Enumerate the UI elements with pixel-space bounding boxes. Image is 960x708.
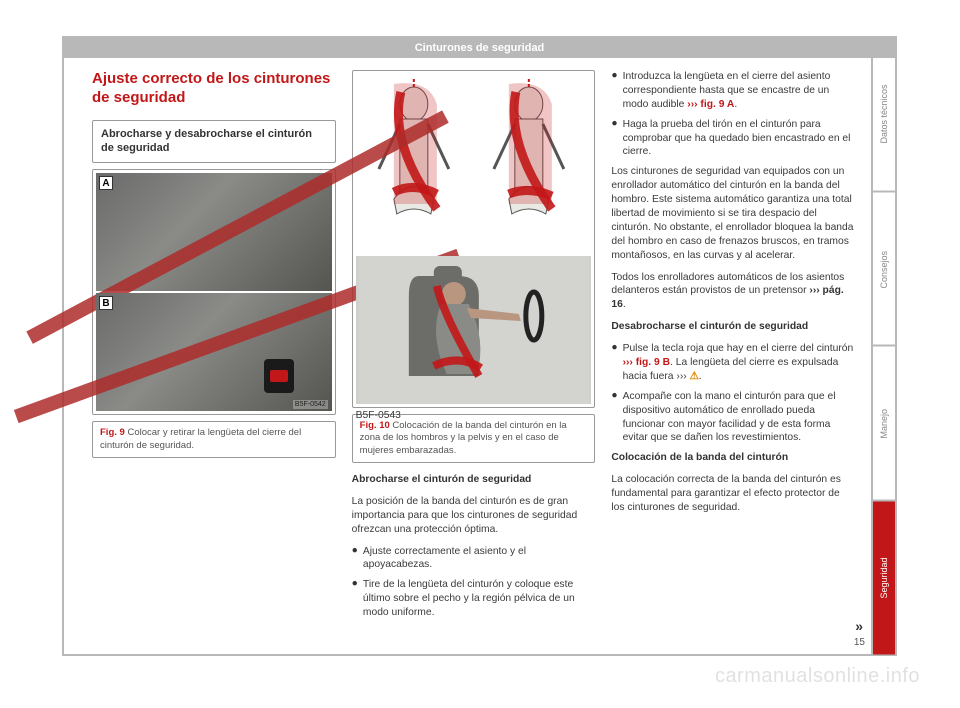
- side-tabs: Datos técnicos Consejos Manejo Seguridad: [871, 38, 895, 654]
- bullet-dot: ●: [352, 578, 358, 620]
- cross-ref-fig9a: ››› fig. 9 A: [687, 99, 734, 110]
- paragraph-pretensor: Todos los enrolladores automáticos de lo…: [611, 271, 855, 313]
- figure-10: B5F-0543: [352, 70, 596, 408]
- buckle-icon: [264, 359, 294, 393]
- figure-10-caption-text: Colocación de la banda del cinturón en l…: [360, 420, 567, 456]
- bullet-text: Acompañe con la mano el cinturón para qu…: [623, 390, 855, 446]
- column-3: ● Introduzca la lengüeta en el cierre de…: [611, 70, 881, 644]
- column-2: B5F-0543 Fig. 10 Colocación de la banda …: [352, 70, 596, 644]
- figure-9a-image: A: [96, 173, 332, 291]
- side-tab-consejos[interactable]: Consejos: [873, 191, 895, 346]
- side-tab-seguridad[interactable]: Seguridad: [873, 500, 895, 655]
- figure-9-ref: Fig. 9: [100, 427, 125, 438]
- continuation-mark: »: [855, 618, 863, 634]
- bullet-dot: ●: [352, 545, 358, 573]
- figure-9-caption-text: Colocar y retirar la lengüeta del cierre…: [100, 427, 301, 450]
- bullet-introduzca: ● Introduzca la lengüeta en el cierre de…: [611, 70, 855, 112]
- bullet-text: Pulse la tecla roja que hay en el cierre…: [623, 342, 855, 384]
- column-1: Ajuste correcto de los cinturones de seg…: [92, 70, 336, 644]
- bullet-text: Tire de la lengüeta del cinturón y coloq…: [363, 578, 595, 620]
- bullet-text: Introduzca la lengüeta en el cierre del …: [623, 70, 855, 112]
- bullet-text: Haga la prueba del tirón en el cinturón …: [623, 118, 855, 160]
- subheading-box: Abrocharse y desabrocharse el cinturón d…: [92, 120, 336, 164]
- figure-9: A B B5F-0542: [92, 169, 336, 415]
- paragraph-enrollador: Los cinturones de seguridad van equipado…: [611, 165, 855, 262]
- paragraph-posicion: La posición de la banda del cinturón es …: [352, 495, 596, 537]
- section-header: Cinturones de seguridad: [64, 38, 895, 58]
- figure-9b-tag: B: [99, 296, 113, 310]
- bullet-prueba-tiron: ● Haga la prueba del tirón en el cinturó…: [611, 118, 855, 160]
- figure-9b-image: B B5F-0542: [96, 293, 332, 411]
- heading-desabrocharse: Desabrocharse el cinturón de seguridad: [611, 320, 855, 334]
- figure-10b-image: B5F-0543: [356, 256, 592, 404]
- bullet-text: Ajuste correctamente el asiento y el apo…: [363, 545, 595, 573]
- figure-9a-tag: A: [99, 176, 113, 190]
- bullet-dot: ●: [611, 118, 617, 160]
- side-tab-datos-tecnicos[interactable]: Datos técnicos: [873, 38, 895, 191]
- bullet-dot: ●: [611, 342, 617, 384]
- manual-page: Cinturones de seguridad Ajuste correcto …: [62, 36, 897, 656]
- page-content: Ajuste correcto de los cinturones de seg…: [64, 58, 895, 654]
- page-title: Ajuste correcto de los cinturones de seg…: [92, 70, 336, 108]
- side-tab-manejo[interactable]: Manejo: [873, 345, 895, 500]
- bullet-ajuste-asiento: ● Ajuste correctamente el asiento y el a…: [352, 545, 596, 573]
- page-number: 15: [854, 637, 865, 648]
- watermark: carmanualsonline.info: [715, 665, 920, 688]
- bullet-tire-lengueta: ● Tire de la lengüeta del cinturón y col…: [352, 578, 596, 620]
- figure-10-code: B5F-0543: [356, 409, 592, 423]
- paragraph-colocacion: La colocación correcta de la banda del c…: [611, 473, 855, 515]
- cross-ref-fig9b: ››› fig. 9 B: [623, 357, 670, 368]
- figure-10a-image: [356, 74, 592, 254]
- bullet-dot: ●: [611, 70, 617, 112]
- warning-icon: ⚠: [690, 371, 699, 382]
- figure-9-caption: Fig. 9 Colocar y retirar la lengüeta del…: [92, 421, 336, 458]
- bullet-pulse-tecla: ● Pulse la tecla roja que hay en el cier…: [611, 342, 855, 384]
- bullet-dot: ●: [611, 390, 617, 446]
- heading-abrocharse: Abrocharse el cinturón de seguridad: [352, 473, 596, 487]
- figure-9-code: B5F-0542: [293, 400, 328, 409]
- bullet-acompane: ● Acompañe con la mano el cinturón para …: [611, 390, 855, 446]
- heading-colocacion: Colocación de la banda del cinturón: [611, 451, 855, 465]
